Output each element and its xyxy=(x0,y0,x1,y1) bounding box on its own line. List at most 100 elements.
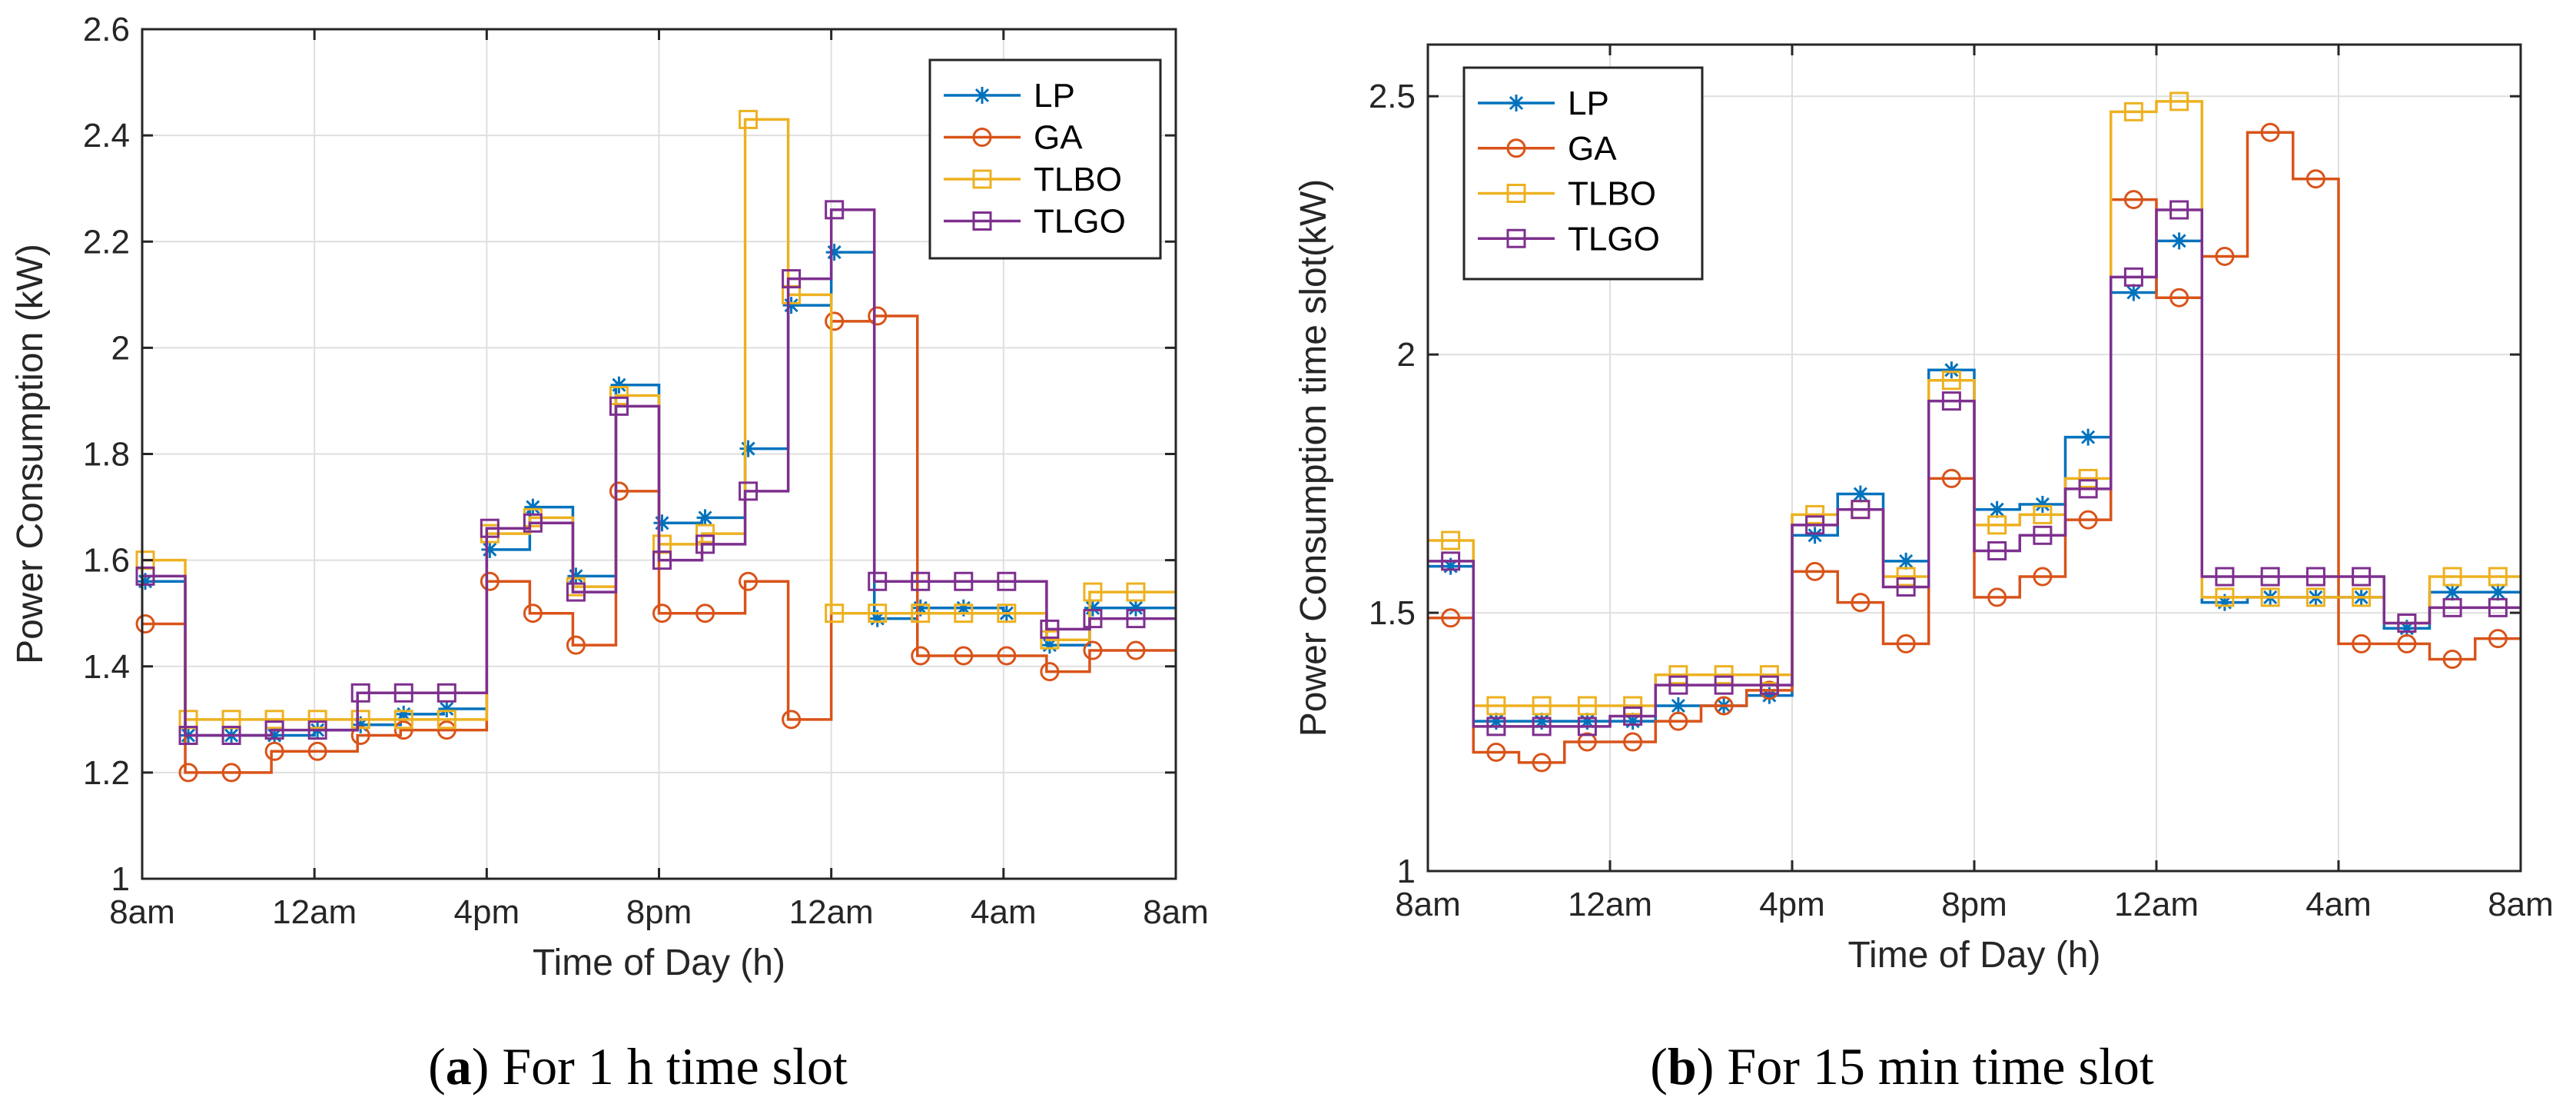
data-point-tlbo xyxy=(1532,696,1552,716)
data-point-lp xyxy=(1897,552,1915,570)
data-point-tlbo xyxy=(1987,515,2007,535)
data-point-tlbo xyxy=(2260,587,2280,607)
data-point-tlbo xyxy=(739,109,759,129)
legend-label: LP xyxy=(1568,85,1609,122)
caption-label: a xyxy=(446,1037,472,1096)
x-tick-label: 8am xyxy=(109,893,175,931)
data-point-tlgo xyxy=(480,518,500,538)
data-point-lp xyxy=(1669,697,1687,714)
data-point-tlgo xyxy=(2352,567,2372,587)
data-point-lp xyxy=(1943,361,1960,379)
data-point-ga xyxy=(739,571,759,591)
x-tick-label: 12am xyxy=(272,893,357,931)
data-point-tlbo xyxy=(2215,587,2235,607)
data-point-ga xyxy=(954,646,974,666)
data-point-tlbo xyxy=(264,710,284,730)
legend-marker xyxy=(972,128,992,147)
y-tick-label: 1 xyxy=(1397,853,1416,890)
data-point-tlgo xyxy=(2305,567,2325,587)
figure-caption: (a) For 1 h time slot xyxy=(428,1037,848,1096)
data-point-lp xyxy=(610,376,628,394)
data-point-lp xyxy=(1084,599,1101,617)
data-point-ga xyxy=(1577,732,1597,752)
data-point-ga xyxy=(2305,169,2325,189)
legend-box xyxy=(928,58,1162,260)
data-point-tlbo xyxy=(1805,504,1825,524)
data-point-tlgo xyxy=(1759,675,1779,695)
data-point-tlgo xyxy=(954,571,974,591)
legend-label: GA xyxy=(1568,130,1617,168)
data-point-ga xyxy=(1987,587,2007,607)
legend: LP GA TLBO TLGO xyxy=(928,58,1162,260)
legend-label: TLGO xyxy=(1568,220,1660,258)
data-point-lp xyxy=(954,599,972,617)
data-point-tlgo xyxy=(2397,614,2417,633)
caption-text: ) For 1 h time slot xyxy=(472,1037,848,1096)
legend-tlbo: TLBO xyxy=(944,161,1122,198)
caption-text: ) For 15 min time slot xyxy=(1697,1037,2154,1096)
y-tick-label: 1.2 xyxy=(83,754,130,792)
data-point-tlbo xyxy=(2078,468,2098,488)
data-point-lp xyxy=(2398,620,2415,637)
data-point-ga xyxy=(307,741,327,761)
data-point-ga xyxy=(566,635,586,655)
data-point-lp xyxy=(696,509,714,527)
data-point-tlgo xyxy=(1941,391,1961,411)
x-axis-label: Time of Day (h) xyxy=(1848,935,2101,976)
data-point-tlgo xyxy=(1714,675,1734,695)
legend-marker xyxy=(974,87,991,104)
data-point-tlgo xyxy=(609,396,629,416)
y-tick-label: 2 xyxy=(1397,336,1416,374)
data-point-tlgo xyxy=(1532,717,1552,737)
data-point-lp xyxy=(2080,428,2097,446)
data-point-ga xyxy=(1083,640,1103,660)
data-point-lp xyxy=(911,599,929,617)
data-point-ga xyxy=(1941,468,1961,488)
data-point-ga xyxy=(1623,732,1643,752)
caption-label: b xyxy=(1668,1037,1697,1096)
data-point-tlbo xyxy=(1577,696,1597,716)
data-point-tlbo xyxy=(1941,371,1961,391)
legend: LP GA TLBO TLGO xyxy=(1462,66,1704,281)
data-point-tlbo xyxy=(1126,582,1146,602)
legend-label: TLGO xyxy=(1034,203,1126,241)
data-point-tlgo xyxy=(221,726,241,746)
data-point-tlgo xyxy=(1441,551,1461,571)
data-point-tlbo xyxy=(2033,504,2053,524)
data-point-ga xyxy=(221,763,241,783)
data-point-ga xyxy=(2488,629,2508,649)
legend-tlgo: TLGO xyxy=(944,203,1126,241)
data-point-lp xyxy=(567,567,585,585)
x-tick-label: 8am xyxy=(1143,893,1209,931)
data-point-tlbo xyxy=(1668,665,1688,685)
data-point-tlgo xyxy=(868,571,888,591)
legend-tlgo: TLGO xyxy=(1478,220,1660,258)
data-point-tlbo xyxy=(1486,696,1506,716)
data-point-tlbo xyxy=(1441,530,1461,550)
data-point-tlgo xyxy=(1083,609,1103,629)
data-point-lp xyxy=(868,610,886,627)
y-tick-label: 1.8 xyxy=(83,436,130,474)
x-tick-label: 4am xyxy=(2305,886,2372,923)
x-tick-label: 12am xyxy=(2114,886,2199,923)
data-point-tlgo xyxy=(695,534,715,554)
data-point-lp xyxy=(2216,594,2233,611)
figure-caption: (b) For 15 min time slot xyxy=(1650,1037,2154,1096)
data-point-ga xyxy=(1532,753,1552,773)
data-point-tlgo xyxy=(393,683,413,703)
data-point-lp xyxy=(438,700,456,717)
data-point-lp xyxy=(1533,713,1551,730)
data-point-tlgo xyxy=(523,513,543,533)
data-point-tlbo xyxy=(1040,630,1060,650)
data-point-tlbo xyxy=(2488,567,2508,587)
data-point-ga xyxy=(609,481,629,501)
legend-ga: GA xyxy=(1478,130,1617,168)
x-axis-label: Time of Day (h) xyxy=(533,943,785,983)
chart-b: 1 1.5 2 2.5 8am 12am 4pm 8pm 12am 4am 8am Time of D… xyxy=(1293,43,2554,1096)
data-point-tlbo xyxy=(2123,101,2143,121)
data-point-tlgo xyxy=(911,571,931,591)
y-tick-label: 2 xyxy=(111,329,130,367)
legend-marker xyxy=(972,211,992,231)
x-tick-label: 4pm xyxy=(454,893,520,931)
data-point-tlgo xyxy=(2488,597,2508,617)
